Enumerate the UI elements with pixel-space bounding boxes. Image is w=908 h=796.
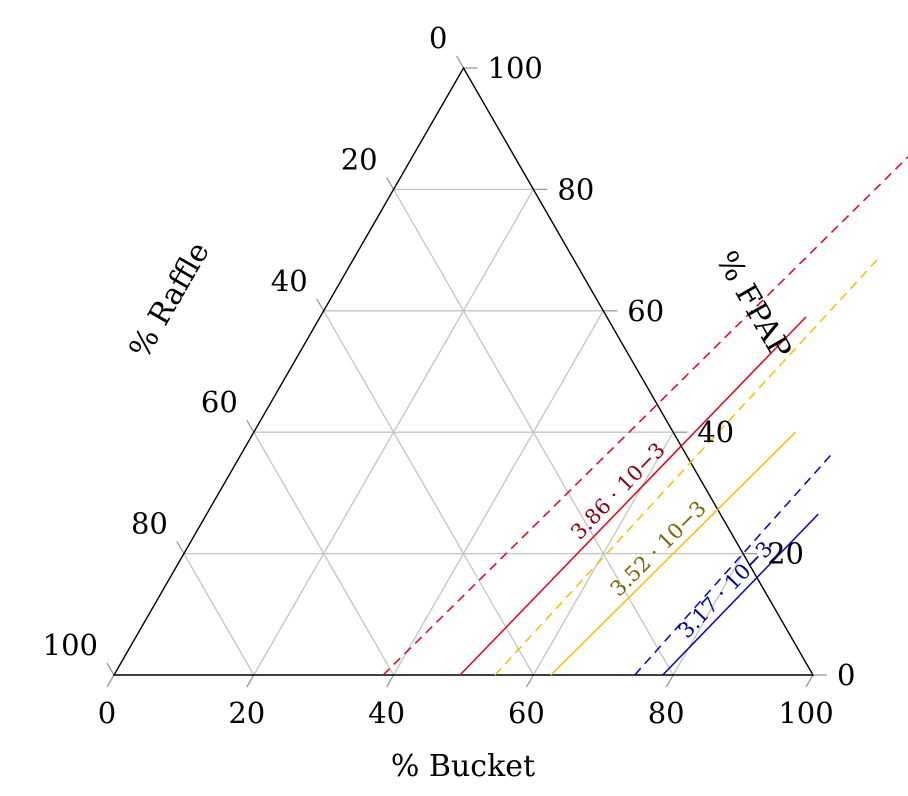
contour-dashed-1 [494, 258, 879, 676]
contour-series: 3.86 · 10−33.52 · 10−33.17 · 10−3 [382, 155, 908, 676]
tick-bucket-20 [246, 674, 255, 688]
tick-raffle-20 [386, 177, 395, 190]
left-tick-label: 60 [201, 385, 238, 419]
left-tick-label: 80 [131, 507, 168, 541]
left-tick-label: 20 [341, 142, 378, 176]
tick-bucket-40 [386, 674, 395, 688]
bottom-axis-label: % Bucket [391, 749, 535, 784]
contour-label-2: 3.17 · 10−3 [674, 537, 778, 643]
bottom-tick-label: 80 [648, 696, 685, 730]
contour-dashed-0 [382, 155, 908, 676]
contour-solid-2 [662, 513, 819, 676]
right-tick-label: 80 [557, 172, 594, 206]
grid-line-raffle-60 [253, 431, 395, 676]
left-tick-label: 0 [429, 21, 447, 55]
right-tick-label: 40 [697, 415, 734, 449]
bottom-tick-label: 40 [368, 696, 405, 730]
tick-marks [106, 55, 827, 688]
contour-label-1: 3.52 · 10−3 [606, 496, 711, 601]
bottom-tick-label: 20 [228, 696, 265, 730]
bottom-tick-label: 100 [778, 696, 833, 730]
tick-bucket-80 [665, 674, 674, 688]
right-tick-label: 20 [767, 537, 804, 571]
left-tick-label: 40 [271, 264, 308, 298]
grid-line-raffle-80 [183, 553, 255, 676]
grid-lines [183, 188, 744, 676]
contour-solid-1 [550, 431, 797, 676]
tick-raffle-0 [455, 55, 465, 69]
contour-dashed-2 [634, 452, 833, 676]
tick-raffle-80 [176, 541, 185, 554]
right-tick-label: 0 [837, 658, 855, 692]
grid-line-bucket-40 [393, 310, 604, 676]
right-axis-label: % FPAP [709, 245, 798, 365]
left-axis-label: % Raffle [123, 236, 217, 364]
tick-bucket-60 [525, 674, 534, 688]
right-tick-label: 60 [627, 294, 664, 328]
tick-raffle-40 [316, 298, 325, 312]
bottom-tick-label: 60 [508, 696, 545, 730]
grid-line-raffle-40 [323, 310, 534, 676]
right-tick-label: 100 [488, 51, 543, 85]
triangle-frame [112, 66, 815, 676]
tick-raffle-100 [106, 662, 115, 676]
tick-bucket-100 [805, 674, 814, 688]
contour-solid-0 [459, 316, 807, 676]
grid-line-bucket-80 [672, 553, 744, 676]
tick-raffle-60 [246, 419, 255, 433]
left-tick-label: 100 [43, 628, 98, 662]
tick-bucket-0 [106, 674, 115, 688]
bottom-tick-label: 0 [98, 696, 116, 730]
grid-line-bucket-60 [532, 431, 674, 676]
